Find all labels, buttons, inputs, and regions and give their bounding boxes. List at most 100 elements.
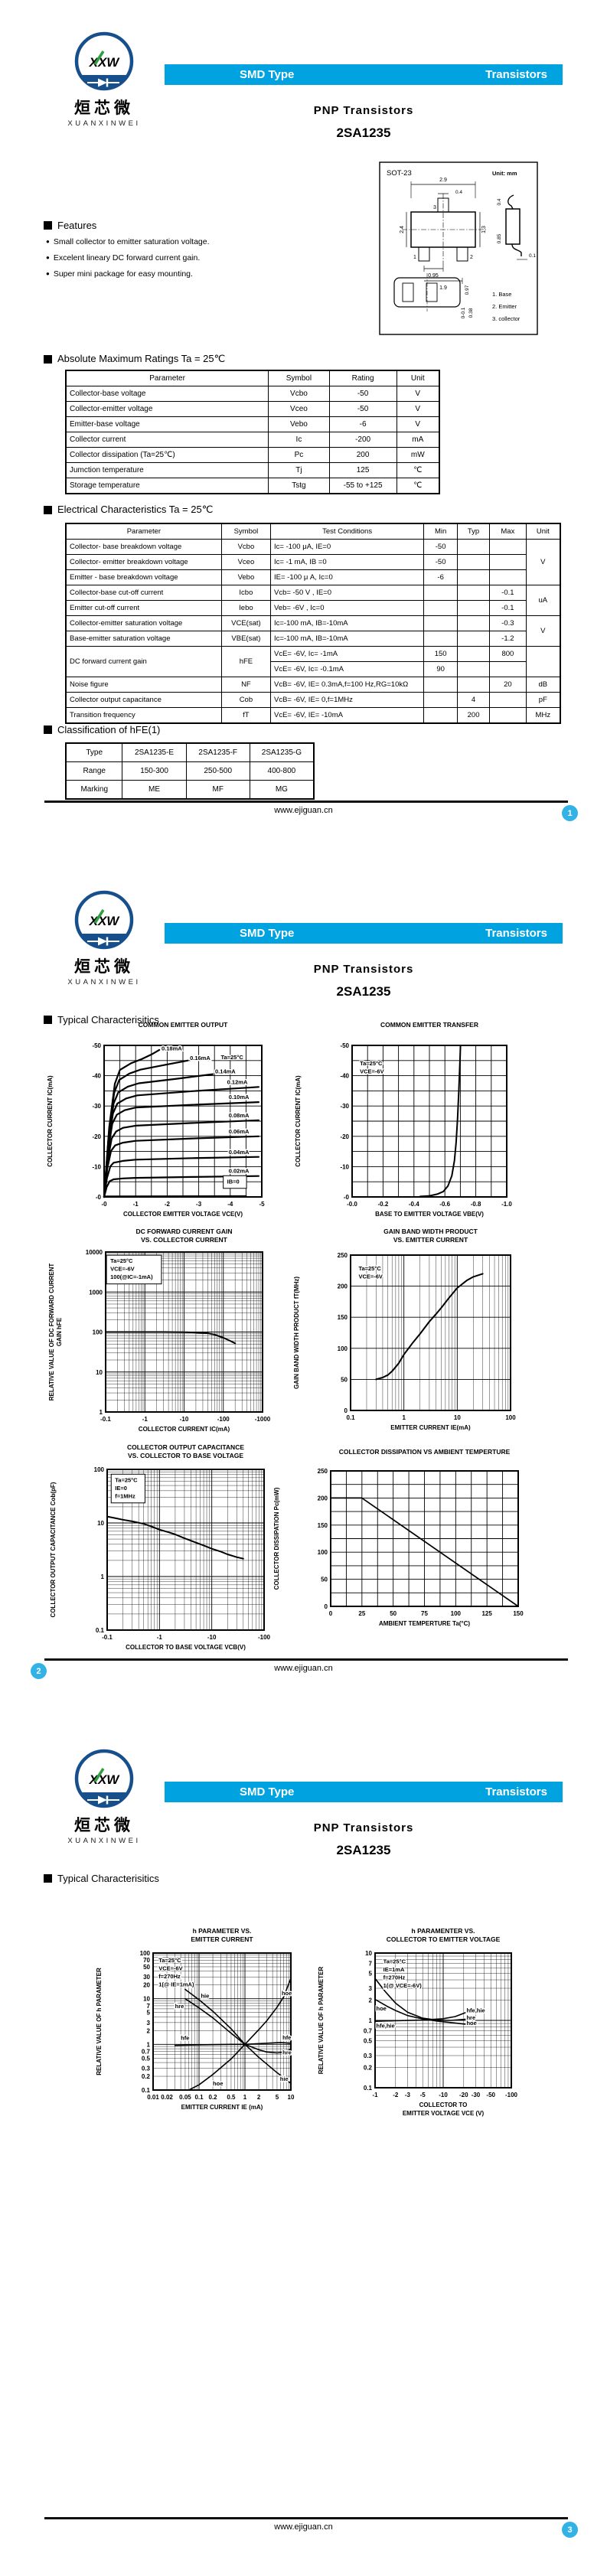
svg-text:-40: -40 bbox=[340, 1073, 349, 1080]
svg-text:1(@ VCE=-6V): 1(@ VCE=-6V) bbox=[383, 1982, 423, 1989]
svg-text:-1: -1 bbox=[372, 2092, 378, 2098]
svg-text:100: 100 bbox=[451, 1610, 462, 1617]
svg-text:COLLECTOR CURRENT IC(mA): COLLECTOR CURRENT IC(mA) bbox=[295, 1075, 302, 1167]
feature-item: ● Excelent lineary DC forward current gai… bbox=[46, 253, 201, 262]
svg-text:Ta=25°C: Ta=25°C bbox=[220, 1054, 243, 1061]
banner-transistors: Transistors bbox=[485, 68, 547, 81]
bullet-icon: ● bbox=[46, 270, 50, 277]
svg-text:30: 30 bbox=[143, 1974, 150, 1981]
svg-text:50: 50 bbox=[341, 1376, 348, 1383]
svg-text:COLLECTOR DISSIPATION Pc(mW): COLLECTOR DISSIPATION Pc(mW) bbox=[273, 1487, 280, 1590]
chart-svg: h PARAMETER VS.EMITTER CURRENT EMITTER CU… bbox=[96, 1927, 295, 2111]
svg-text:-100: -100 bbox=[217, 1416, 230, 1423]
svg-text:BASE TO EMITTER VOLTAGE VBE(V): BASE TO EMITTER VOLTAGE VBE(V) bbox=[375, 1211, 484, 1218]
svg-text:Ta=25°C: Ta=25°C bbox=[383, 1958, 406, 1965]
header-banner: SMD Type Transistors bbox=[165, 64, 563, 85]
chart-svg: h PARAMENTER VS.COLLECTOR TO EMITTER VOL… bbox=[318, 1927, 518, 2117]
svg-text:-0.4: -0.4 bbox=[409, 1201, 419, 1208]
svg-text:COMMON EMITTER TRANSFER: COMMON EMITTER TRANSFER bbox=[380, 1021, 478, 1029]
svg-text:f=270Hz: f=270Hz bbox=[158, 1973, 181, 1980]
svg-text:VS. COLLECTOR TO BASE VOLTAGE: VS. COLLECTOR TO BASE VOLTAGE bbox=[128, 1452, 243, 1459]
svg-text:-1: -1 bbox=[157, 1634, 163, 1641]
feature-item: ● Super mini package for easy mounting. bbox=[46, 269, 193, 279]
svg-text:-3: -3 bbox=[196, 1201, 202, 1208]
page-number-badge: 2 bbox=[31, 1663, 47, 1679]
svg-text:h PARAMETER VS.: h PARAMETER VS. bbox=[193, 1927, 252, 1935]
chart-collector-dissipation: COLLECTOR DISSIPATION VS AMBIENT TEMPERT… bbox=[271, 1445, 544, 1653]
chart-dc-forward-current-gain: DC FORWARD CURRENT GAIN VS. COLLECTOR CUR… bbox=[46, 1224, 296, 1456]
svg-text:COLLECTOR EMITTER VOLTAGE VCE(: COLLECTOR EMITTER VOLTAGE VCE(V) bbox=[123, 1211, 243, 1218]
svg-text:-1: -1 bbox=[133, 1201, 139, 1208]
company-name-cn: 烜芯微 bbox=[74, 958, 134, 976]
company-name-cn: 烜芯微 bbox=[74, 99, 134, 117]
page-number-badge: 1 bbox=[562, 805, 578, 821]
doc-title: PNP Transistors bbox=[313, 963, 414, 976]
svg-text:0.18mA: 0.18mA bbox=[162, 1045, 182, 1052]
svg-text:250: 250 bbox=[338, 1252, 348, 1259]
svg-text:3: 3 bbox=[369, 1985, 373, 1992]
svg-text:2.9: 2.9 bbox=[439, 178, 447, 183]
svg-text:-1000: -1000 bbox=[255, 1416, 271, 1423]
company-name-en: XUANXINWEI bbox=[67, 978, 141, 986]
header-banner: SMD Type Transistors bbox=[165, 923, 563, 944]
svg-text:SOT-23: SOT-23 bbox=[387, 169, 412, 178]
chart-collector-output-capacitance: COLLECTOR OUTPUT CAPACITANCE VS. COLLECTO… bbox=[47, 1440, 298, 1674]
logo-icon: XXW bbox=[74, 31, 134, 91]
svg-text:0.02: 0.02 bbox=[161, 2094, 173, 2101]
svg-text:0.05: 0.05 bbox=[179, 2094, 191, 2101]
package-drawing: SOT-23 Unit: mm 3 1 2 2.9 0.4 2.4 1.3 bbox=[379, 161, 538, 339]
doc-title: PNP Transistors bbox=[313, 104, 414, 117]
svg-text:COLLECTOR CURRENT IC(mA): COLLECTOR CURRENT IC(mA) bbox=[139, 1426, 230, 1433]
svg-text:1: 1 bbox=[413, 255, 416, 260]
banner-smd-type: SMD Type bbox=[240, 68, 295, 81]
svg-text:COLLECTOR OUTPUT CAPACITANCE: COLLECTOR OUTPUT CAPACITANCE bbox=[127, 1443, 244, 1451]
svg-text:0.4: 0.4 bbox=[455, 190, 462, 195]
svg-text:0.1: 0.1 bbox=[346, 1414, 355, 1421]
svg-text:0: 0 bbox=[344, 1407, 348, 1414]
svg-text:75: 75 bbox=[421, 1610, 428, 1617]
svg-text:2: 2 bbox=[369, 1997, 373, 2004]
features-heading: Features bbox=[44, 220, 96, 231]
svg-text:IE=1mA: IE=1mA bbox=[383, 1966, 405, 1973]
svg-text:GAIN BAND WIDTH PRODUCT: GAIN BAND WIDTH PRODUCT bbox=[383, 1228, 478, 1235]
svg-text:0.3: 0.3 bbox=[142, 2066, 151, 2072]
svg-text:0.2: 0.2 bbox=[208, 2094, 217, 2101]
svg-text:0.95: 0.95 bbox=[428, 273, 439, 279]
svg-text:25: 25 bbox=[358, 1610, 365, 1617]
svg-text:10: 10 bbox=[365, 1950, 372, 1957]
svg-text:GAIN hFE: GAIN hFE bbox=[56, 1317, 63, 1346]
company-name-en: XUANXINWEI bbox=[67, 119, 141, 128]
svg-text:-1.0: -1.0 bbox=[501, 1201, 512, 1208]
svg-text:-0.2: -0.2 bbox=[378, 1201, 389, 1208]
svg-text:-1: -1 bbox=[142, 1416, 148, 1423]
svg-text:RELATIVE VALUE OF DC FORWARD C: RELATIVE VALUE OF DC FORWARD CURRENT bbox=[48, 1264, 55, 1401]
svg-text:Ta=25°C: Ta=25°C bbox=[158, 1957, 181, 1964]
svg-text:0.01: 0.01 bbox=[147, 2094, 159, 2101]
svg-text:Unit: mm: Unit: mm bbox=[492, 170, 517, 177]
package-outline-icon: SOT-23 Unit: mm 3 1 2 2.9 0.4 2.4 1.3 bbox=[379, 161, 538, 335]
footer-rule bbox=[44, 2517, 568, 2519]
svg-text:VCE=-6V: VCE=-6V bbox=[110, 1266, 134, 1273]
chart-common-emitter-transfer: COMMON EMITTER TRANSFER BASE TO EMITTER V… bbox=[292, 1018, 540, 1237]
svg-text:50: 50 bbox=[143, 1964, 150, 1971]
logo-xxw-text: XXW bbox=[89, 914, 121, 928]
abs-max-heading: Absolute Maximum Ratings Ta = 25℃ bbox=[44, 353, 225, 365]
svg-text:0.5: 0.5 bbox=[364, 2037, 373, 2044]
svg-text:250: 250 bbox=[318, 1468, 328, 1475]
page-number-badge: 3 bbox=[562, 2522, 578, 2538]
elec-char-heading: Electrical Characteristics Ta = 25℃ bbox=[44, 504, 213, 516]
svg-text:-10: -10 bbox=[207, 1634, 217, 1641]
svg-text:IB=0: IB=0 bbox=[227, 1178, 240, 1185]
chart-common-emitter-output: COMMON EMITTER OUTPUT COLLECTOR EMITTER V… bbox=[44, 1018, 292, 1237]
svg-text:f=1MHz: f=1MHz bbox=[115, 1492, 135, 1499]
svg-text:0.1: 0.1 bbox=[194, 2094, 204, 2101]
svg-text:0.14mA: 0.14mA bbox=[215, 1068, 236, 1074]
svg-text:150: 150 bbox=[338, 1314, 348, 1321]
svg-text:COLLECTOR TO BASE VOLTAGE VCB(: COLLECTOR TO BASE VOLTAGE VCB(V) bbox=[126, 1644, 246, 1651]
svg-text:-5: -5 bbox=[420, 2092, 426, 2098]
svg-text:-30: -30 bbox=[472, 2092, 481, 2098]
chart-svg: COMMON EMITTER TRANSFER BASE TO EMITTER V… bbox=[295, 1021, 512, 1218]
svg-text:0: 0 bbox=[329, 1610, 333, 1617]
svg-text:0: 0 bbox=[325, 1603, 328, 1610]
